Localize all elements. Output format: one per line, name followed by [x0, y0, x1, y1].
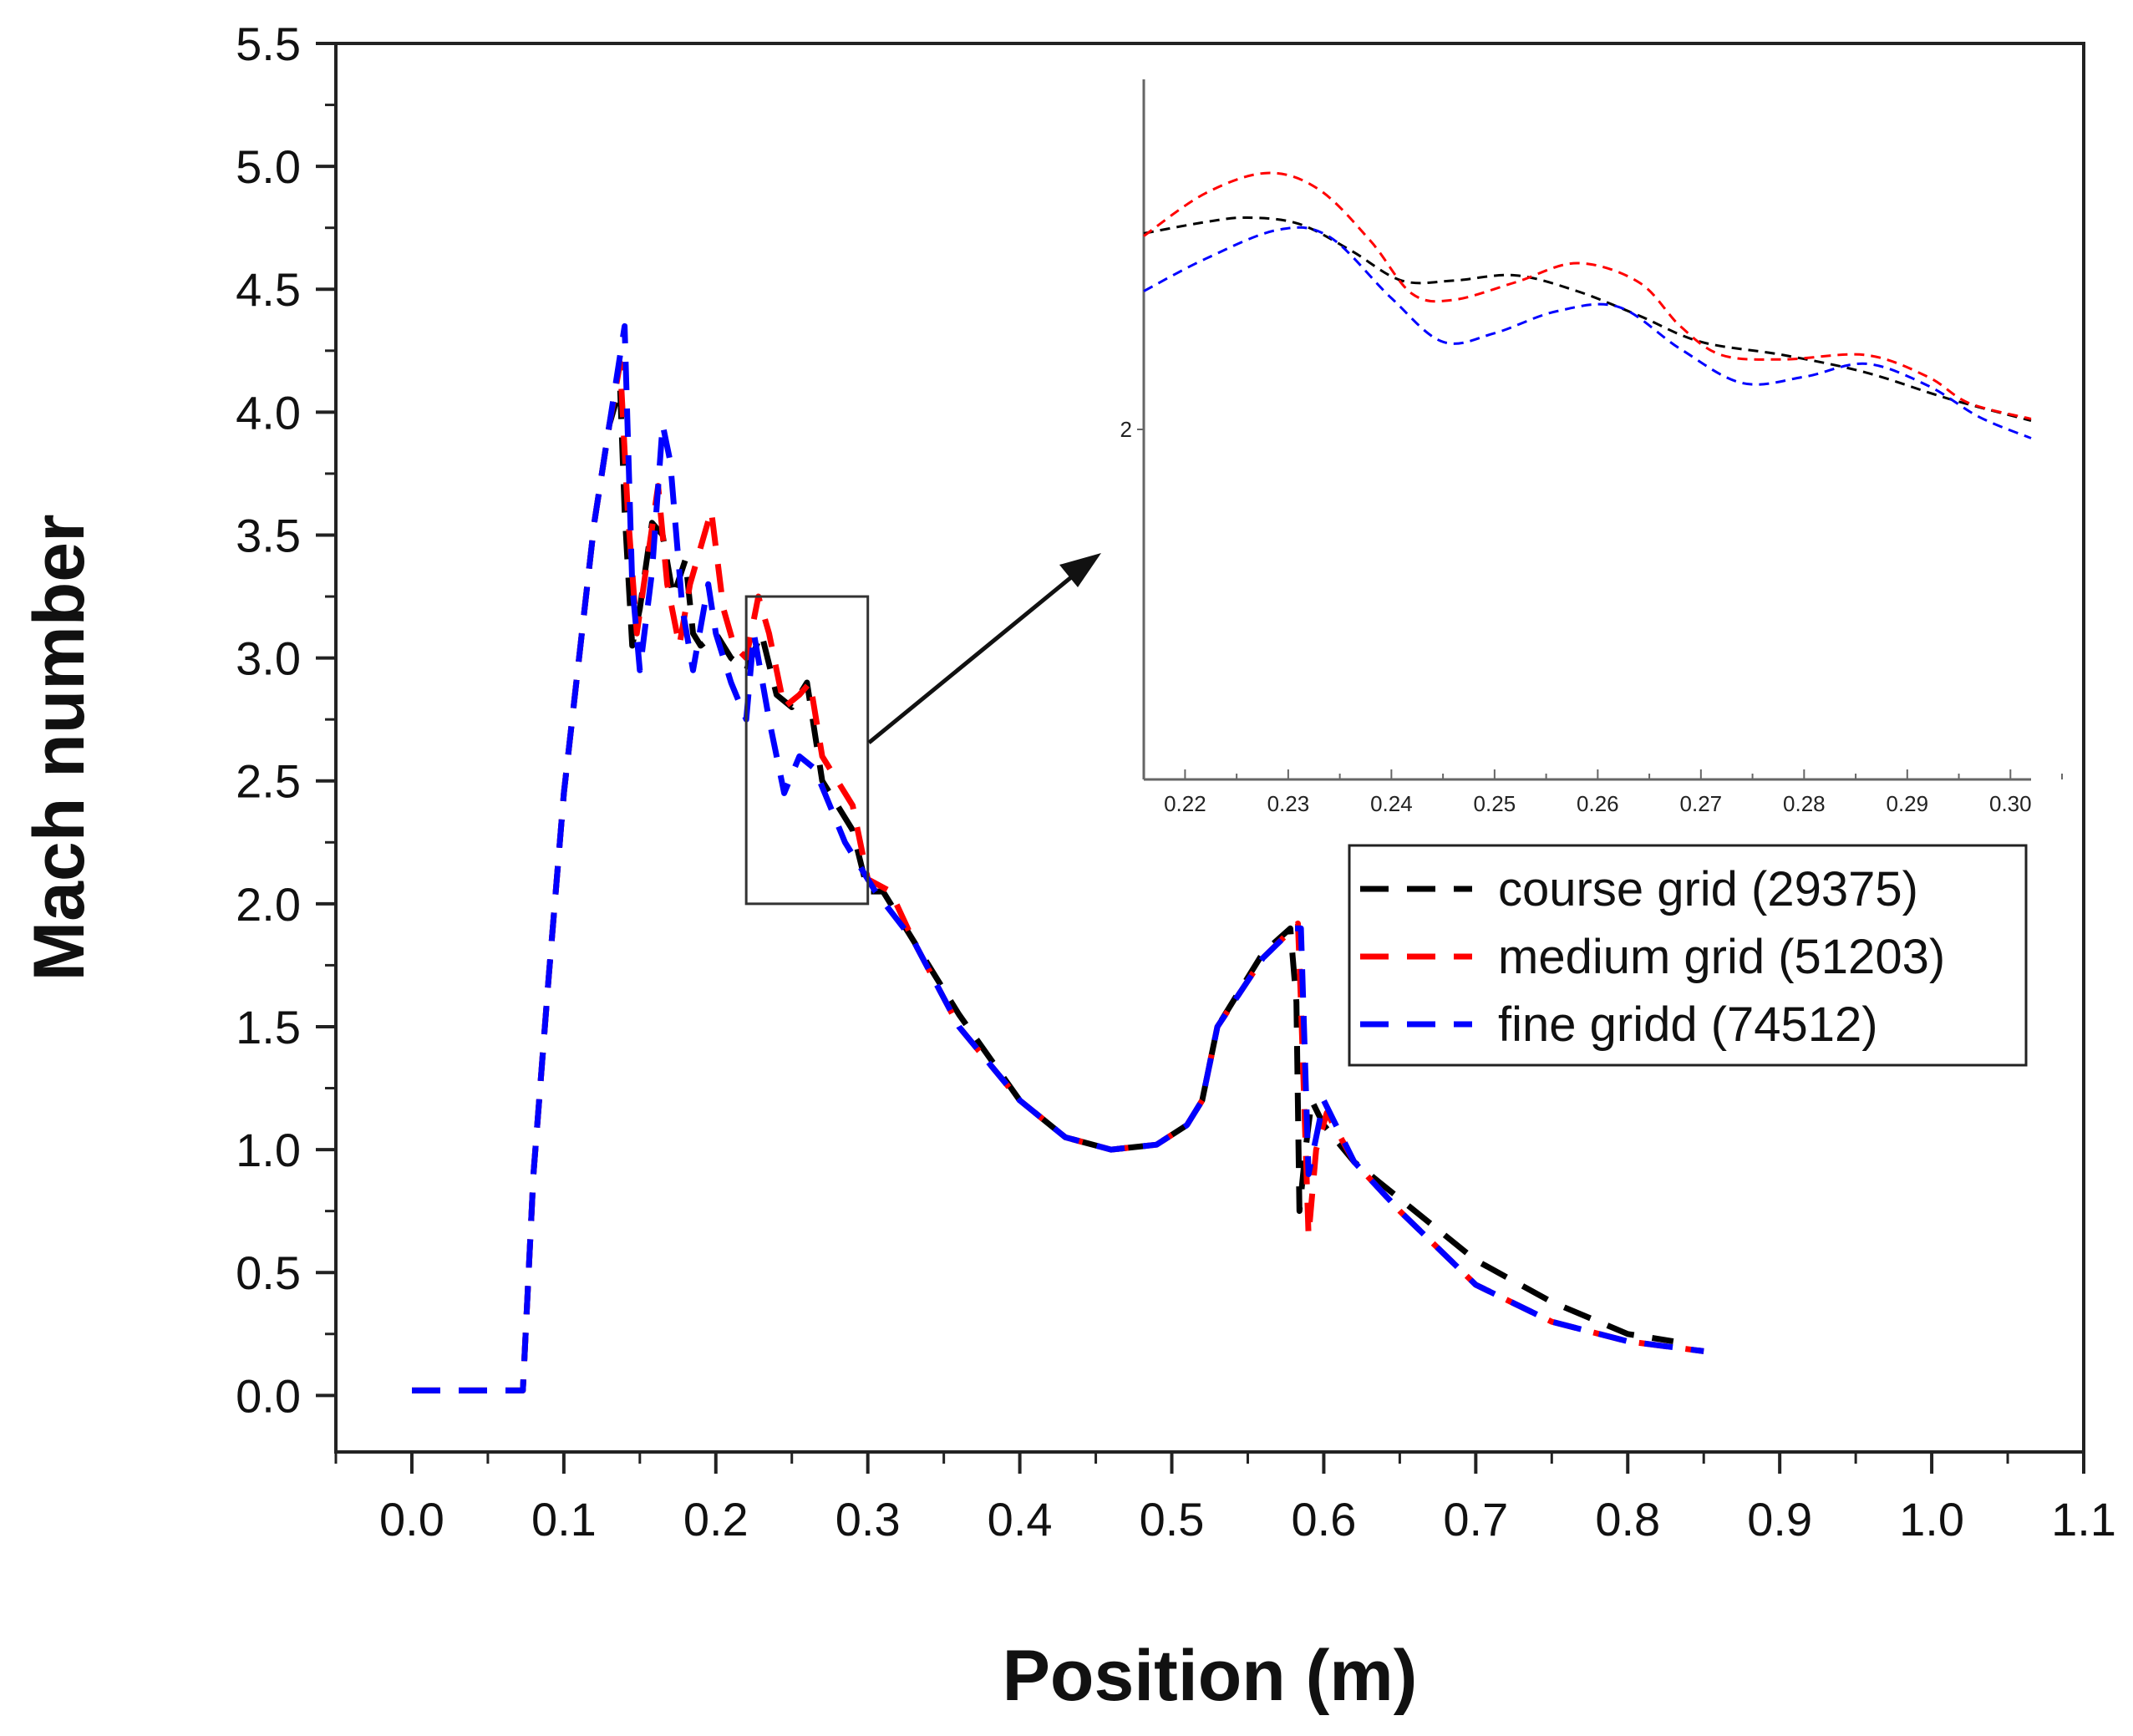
inset-x-tick-label: 0.22 — [1164, 791, 1206, 816]
x-axis-ticks: 0.0 0.1 0.2 0.3 0.4 0.5 0.6 0.7 0.8 0.9 1.0 1.1 — [334, 1452, 2116, 1546]
y-axis-title: Mach number — [19, 514, 99, 981]
inset-x-tick-label: 0.29 — [1887, 791, 1929, 816]
inset-x-tick-label: 0.25 — [1474, 791, 1516, 816]
inset-x-tick-label: 0.23 — [1267, 791, 1310, 816]
legend-label-course-grid: course grid (29375) — [1498, 862, 1918, 916]
main-plot: 0.0 0.1 0.2 0.3 0.4 0.5 0.6 0.7 0.8 0.9 1.0 1.1 0.0… — [236, 18, 2116, 1546]
x-tick-label: 0.1 — [531, 1493, 597, 1546]
inset-y-tick-label: 2 — [1120, 417, 1132, 442]
inset-background — [1144, 79, 2029, 781]
inset-plot: 0.22 0.23 0.24 0.25 0.26 0.27 0.28 0.29 0.30 2 — [1120, 79, 2064, 816]
legend-label-fine-grid: fine gridd (74512) — [1498, 997, 1878, 1052]
inset-x-tick-label: 0.28 — [1783, 791, 1826, 816]
zoom-region-box — [744, 595, 870, 906]
x-tick-label: 0.9 — [1747, 1493, 1812, 1546]
x-tick-label: 0.8 — [1595, 1493, 1660, 1546]
y-tick-label: 1.0 — [236, 1124, 301, 1176]
y-tick-label: 1.5 — [236, 1001, 301, 1053]
x-tick-label: 0.7 — [1443, 1493, 1508, 1546]
inset-y-axis-ticks: 2 — [1120, 417, 1144, 442]
legend: course grid (29375) medium grid (51203) … — [1348, 844, 2028, 1067]
inset-series-line-medium-grid-51203 — [1143, 171, 2032, 420]
inset-x-tick-label: 0.30 — [1989, 791, 2032, 816]
x-tick-label: 0.4 — [988, 1493, 1053, 1546]
y-tick-label: 3.5 — [236, 509, 301, 561]
y-axis-ticks: 0.0 0.5 1.0 1.5 2.0 2.5 3.0 3.5 4.0 4.5 5.0 5.5 — [236, 18, 336, 1422]
y-tick-label: 0.0 — [236, 1369, 301, 1422]
x-tick-label: 0.6 — [1292, 1493, 1357, 1546]
main-plot-frame — [334, 42, 2085, 1454]
x-tick-label: 1.1 — [2051, 1493, 2116, 1546]
inset-x-tick-label: 0.27 — [1680, 791, 1723, 816]
y-tick-label: 2.0 — [236, 878, 301, 931]
x-tick-label: 0.3 — [835, 1493, 901, 1546]
y-tick-label: 4.0 — [236, 386, 301, 439]
series-line-course-grid-29375 — [412, 384, 1674, 1393]
y-tick-label: 5.5 — [236, 18, 301, 70]
x-tick-label: 0.0 — [379, 1493, 444, 1546]
main-series-group — [412, 322, 1704, 1393]
inset-series-group — [1143, 171, 2032, 439]
y-tick-label: 4.5 — [236, 263, 301, 316]
zoom-arrow-head — [1059, 553, 1101, 587]
zoom-arrow — [867, 565, 1086, 744]
legend-label-medium-grid: medium grid (51203) — [1498, 930, 1945, 984]
inset-x-axis-ticks: 0.22 0.23 0.24 0.25 0.26 0.27 0.28 0.29 0.30 — [1164, 769, 2064, 816]
y-tick-label: 5.0 — [236, 140, 301, 193]
inset-x-tick-label: 0.26 — [1577, 791, 1619, 816]
x-axis-title: Position (m) — [1003, 1636, 1418, 1716]
y-tick-label: 0.5 — [236, 1246, 301, 1299]
x-tick-label: 0.2 — [683, 1493, 749, 1546]
y-tick-label: 2.5 — [236, 755, 301, 808]
inset-series-line-fine-gridd-74512 — [1143, 226, 2032, 439]
x-tick-label: 0.5 — [1140, 1493, 1205, 1546]
inset-x-tick-label: 0.24 — [1370, 791, 1413, 816]
y-tick-label: 3.0 — [236, 632, 301, 685]
inset-series-line-course-grid-29375 — [1143, 216, 2032, 422]
x-tick-label: 1.0 — [1899, 1493, 1964, 1546]
